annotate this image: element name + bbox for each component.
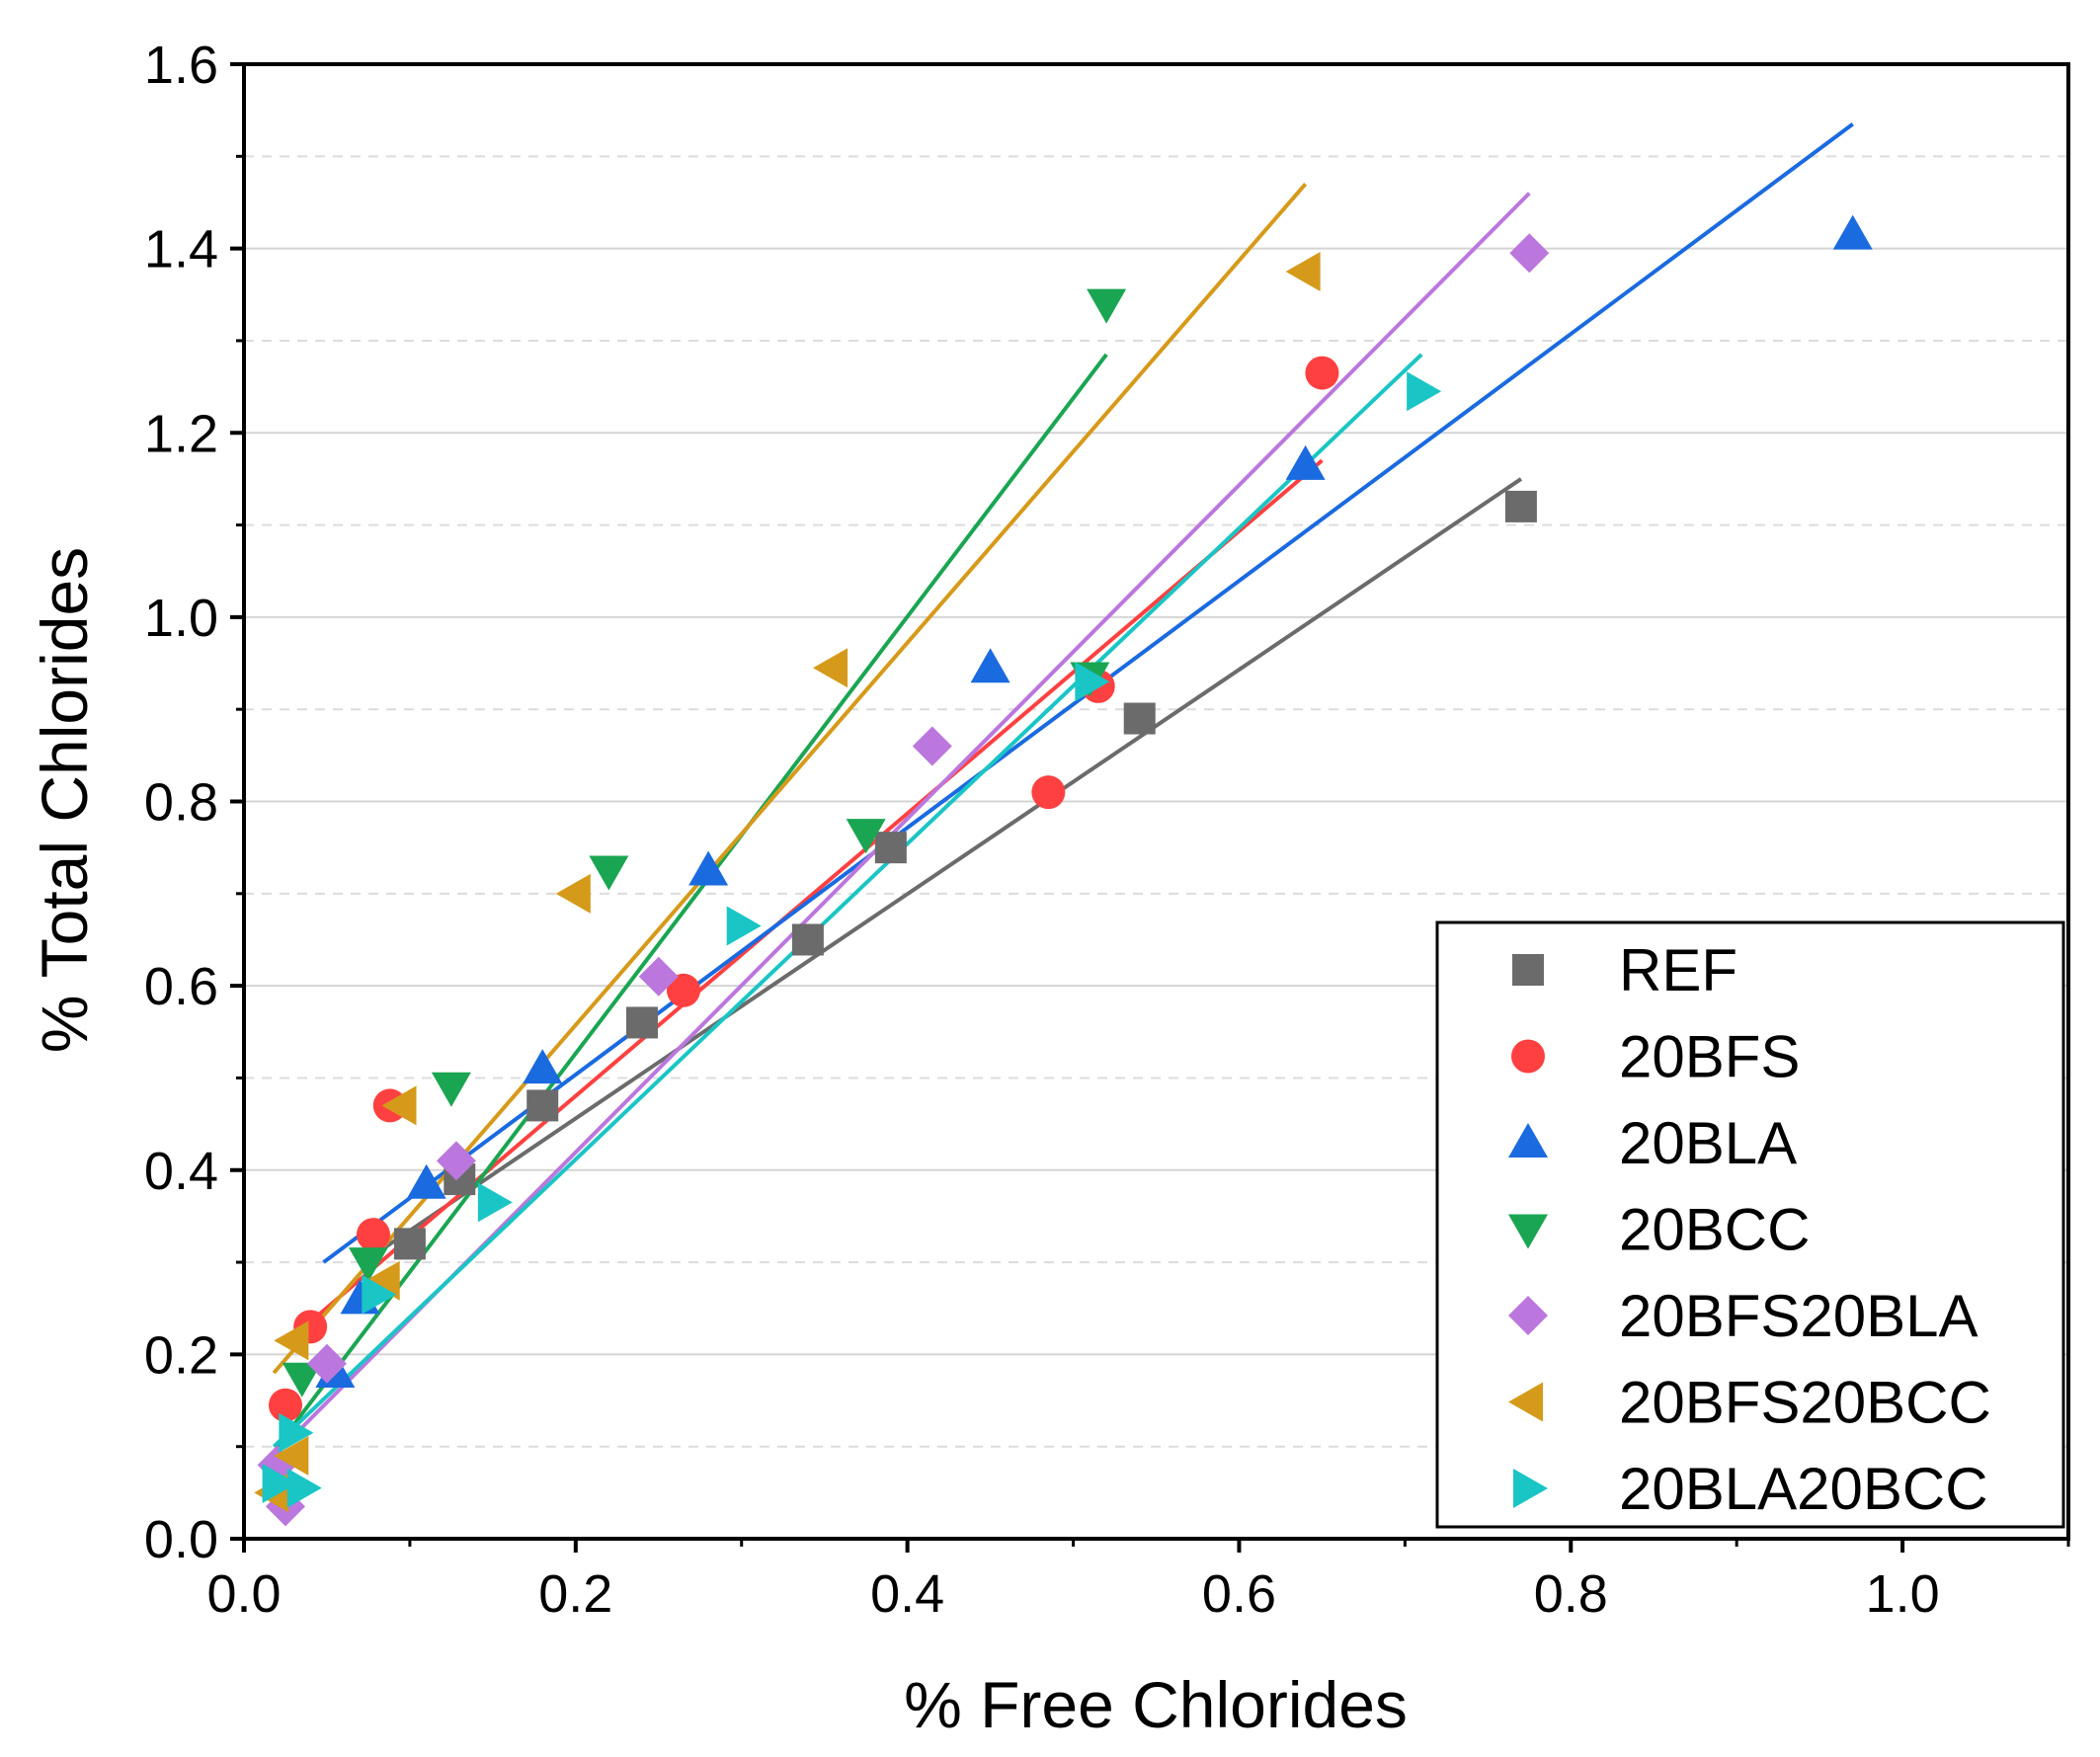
y-tick-label: 0.2: [144, 1325, 218, 1385]
point-20bla20bcc: [286, 1468, 322, 1508]
point-20bla20bcc: [262, 1464, 297, 1504]
point-20bla: [688, 850, 729, 886]
y-tick-label: 0.0: [144, 1510, 218, 1569]
point-20bla20bcc: [477, 1182, 513, 1223]
point-20bcc: [282, 1362, 322, 1398]
point-20bla20bcc: [279, 1412, 314, 1453]
point-20bla: [1285, 444, 1326, 480]
legend-label: 20BLA20BCC: [1619, 1456, 1988, 1522]
point-20bla20bcc: [1075, 662, 1110, 702]
legend-label: REF: [1619, 937, 1737, 1003]
point-20bfs20bcc: [364, 1260, 400, 1301]
legend-label: 20BFS20BCC: [1619, 1370, 1991, 1436]
x-tick-label: 0.4: [870, 1564, 944, 1624]
point-20bfs20bcc: [1285, 251, 1321, 291]
point-20bfs20bla: [1509, 233, 1550, 274]
gridlines: [244, 155, 2068, 1448]
point-20bfs: [666, 973, 700, 1007]
y-tick-label: 1.6: [144, 36, 218, 95]
point-ref: [393, 1228, 426, 1260]
fit-line-20bla20bcc: [272, 353, 1423, 1449]
point-20bfs20bcc: [381, 1085, 417, 1126]
point-ref: [1123, 702, 1156, 735]
y-tick-label: 0.8: [144, 773, 218, 833]
point-20bfs: [1305, 356, 1339, 390]
legend: REF20BFS20BLA20BCC20BFS20BLA20BFS20BCC20…: [1435, 920, 2065, 1529]
point-20bfs20bcc: [813, 648, 848, 688]
y-tick-label: 1.4: [144, 220, 218, 280]
legend-label: 20BFS: [1619, 1024, 1800, 1090]
legend-marker-20bfs20bcc: [1508, 1382, 1543, 1422]
point-20bfs20bcc: [274, 1436, 309, 1477]
fit-line-ref: [375, 477, 1523, 1255]
legend-marker-20bcc: [1508, 1214, 1548, 1249]
point-20bfs20bla: [638, 956, 679, 997]
legend-marker-20bla20bcc: [1513, 1469, 1548, 1508]
point-20bfs20bcc: [555, 873, 591, 914]
x-tick-label: 0.0: [206, 1564, 281, 1624]
point-20bcc: [348, 1247, 388, 1283]
x-tick-label: 0.2: [538, 1564, 612, 1624]
point-20bcc: [589, 855, 629, 891]
y-tick-label: 0.4: [144, 1142, 218, 1201]
fit-line-20bcc: [275, 353, 1108, 1448]
axis-tick-labels: 0.0 0.2 0.4 0.6 0.8 1.0 1.2 1.4 1.6 0.0 0.2 0.4 0.6 0…: [144, 36, 1940, 1624]
point-20bfs20bla: [306, 1343, 347, 1384]
point-20bla: [970, 648, 1010, 683]
point-20bcc: [1087, 288, 1127, 324]
x-axis-title: % Free Chlorides: [904, 1668, 1408, 1741]
point-ref: [625, 1006, 658, 1039]
data-markers: [254, 214, 1873, 1527]
x-tick-label: 0.8: [1534, 1564, 1608, 1624]
legend-marker-20bla: [1508, 1123, 1548, 1158]
point-ref: [526, 1089, 559, 1122]
legend-label: 20BFS20BLA: [1619, 1283, 1979, 1349]
point-20bcc: [431, 1072, 471, 1107]
point-20bfs20bla: [436, 1141, 476, 1181]
point-20bfs: [356, 1218, 390, 1252]
legend-label: 20BLA: [1619, 1110, 1797, 1176]
point-20bfs20bcc: [274, 1320, 309, 1361]
legend-marker-20bfs20bla: [1508, 1296, 1548, 1335]
x-tick-label: 0.6: [1202, 1564, 1276, 1624]
x-tick-label: 1.0: [1866, 1564, 1940, 1624]
point-20bfs: [1031, 775, 1066, 810]
point-20bla20bcc: [1407, 371, 1442, 412]
point-20bla: [1832, 214, 1873, 250]
y-tick-label: 1.2: [144, 404, 218, 463]
point-20bla20bcc: [726, 906, 762, 946]
point-ref: [1504, 490, 1537, 522]
point-ref: [874, 832, 907, 864]
point-ref: [791, 923, 824, 956]
y-axis-title: % Total Chlorides: [28, 547, 101, 1053]
legend-marker-20bfs: [1511, 1039, 1545, 1074]
legend-marker-ref: [1512, 954, 1544, 986]
y-tick-label: 1.0: [144, 589, 218, 648]
axis-ticks: [230, 62, 2070, 1553]
y-tick-label: 0.6: [144, 957, 218, 1016]
point-20bfs20bla: [912, 726, 952, 766]
point-20bcc: [846, 819, 886, 854]
point-20bla20bcc: [362, 1274, 397, 1315]
point-20bfs: [268, 1388, 302, 1422]
point-20bla: [523, 1049, 563, 1084]
legend-label: 20BCC: [1619, 1197, 1810, 1263]
point-20bla: [406, 1163, 446, 1199]
